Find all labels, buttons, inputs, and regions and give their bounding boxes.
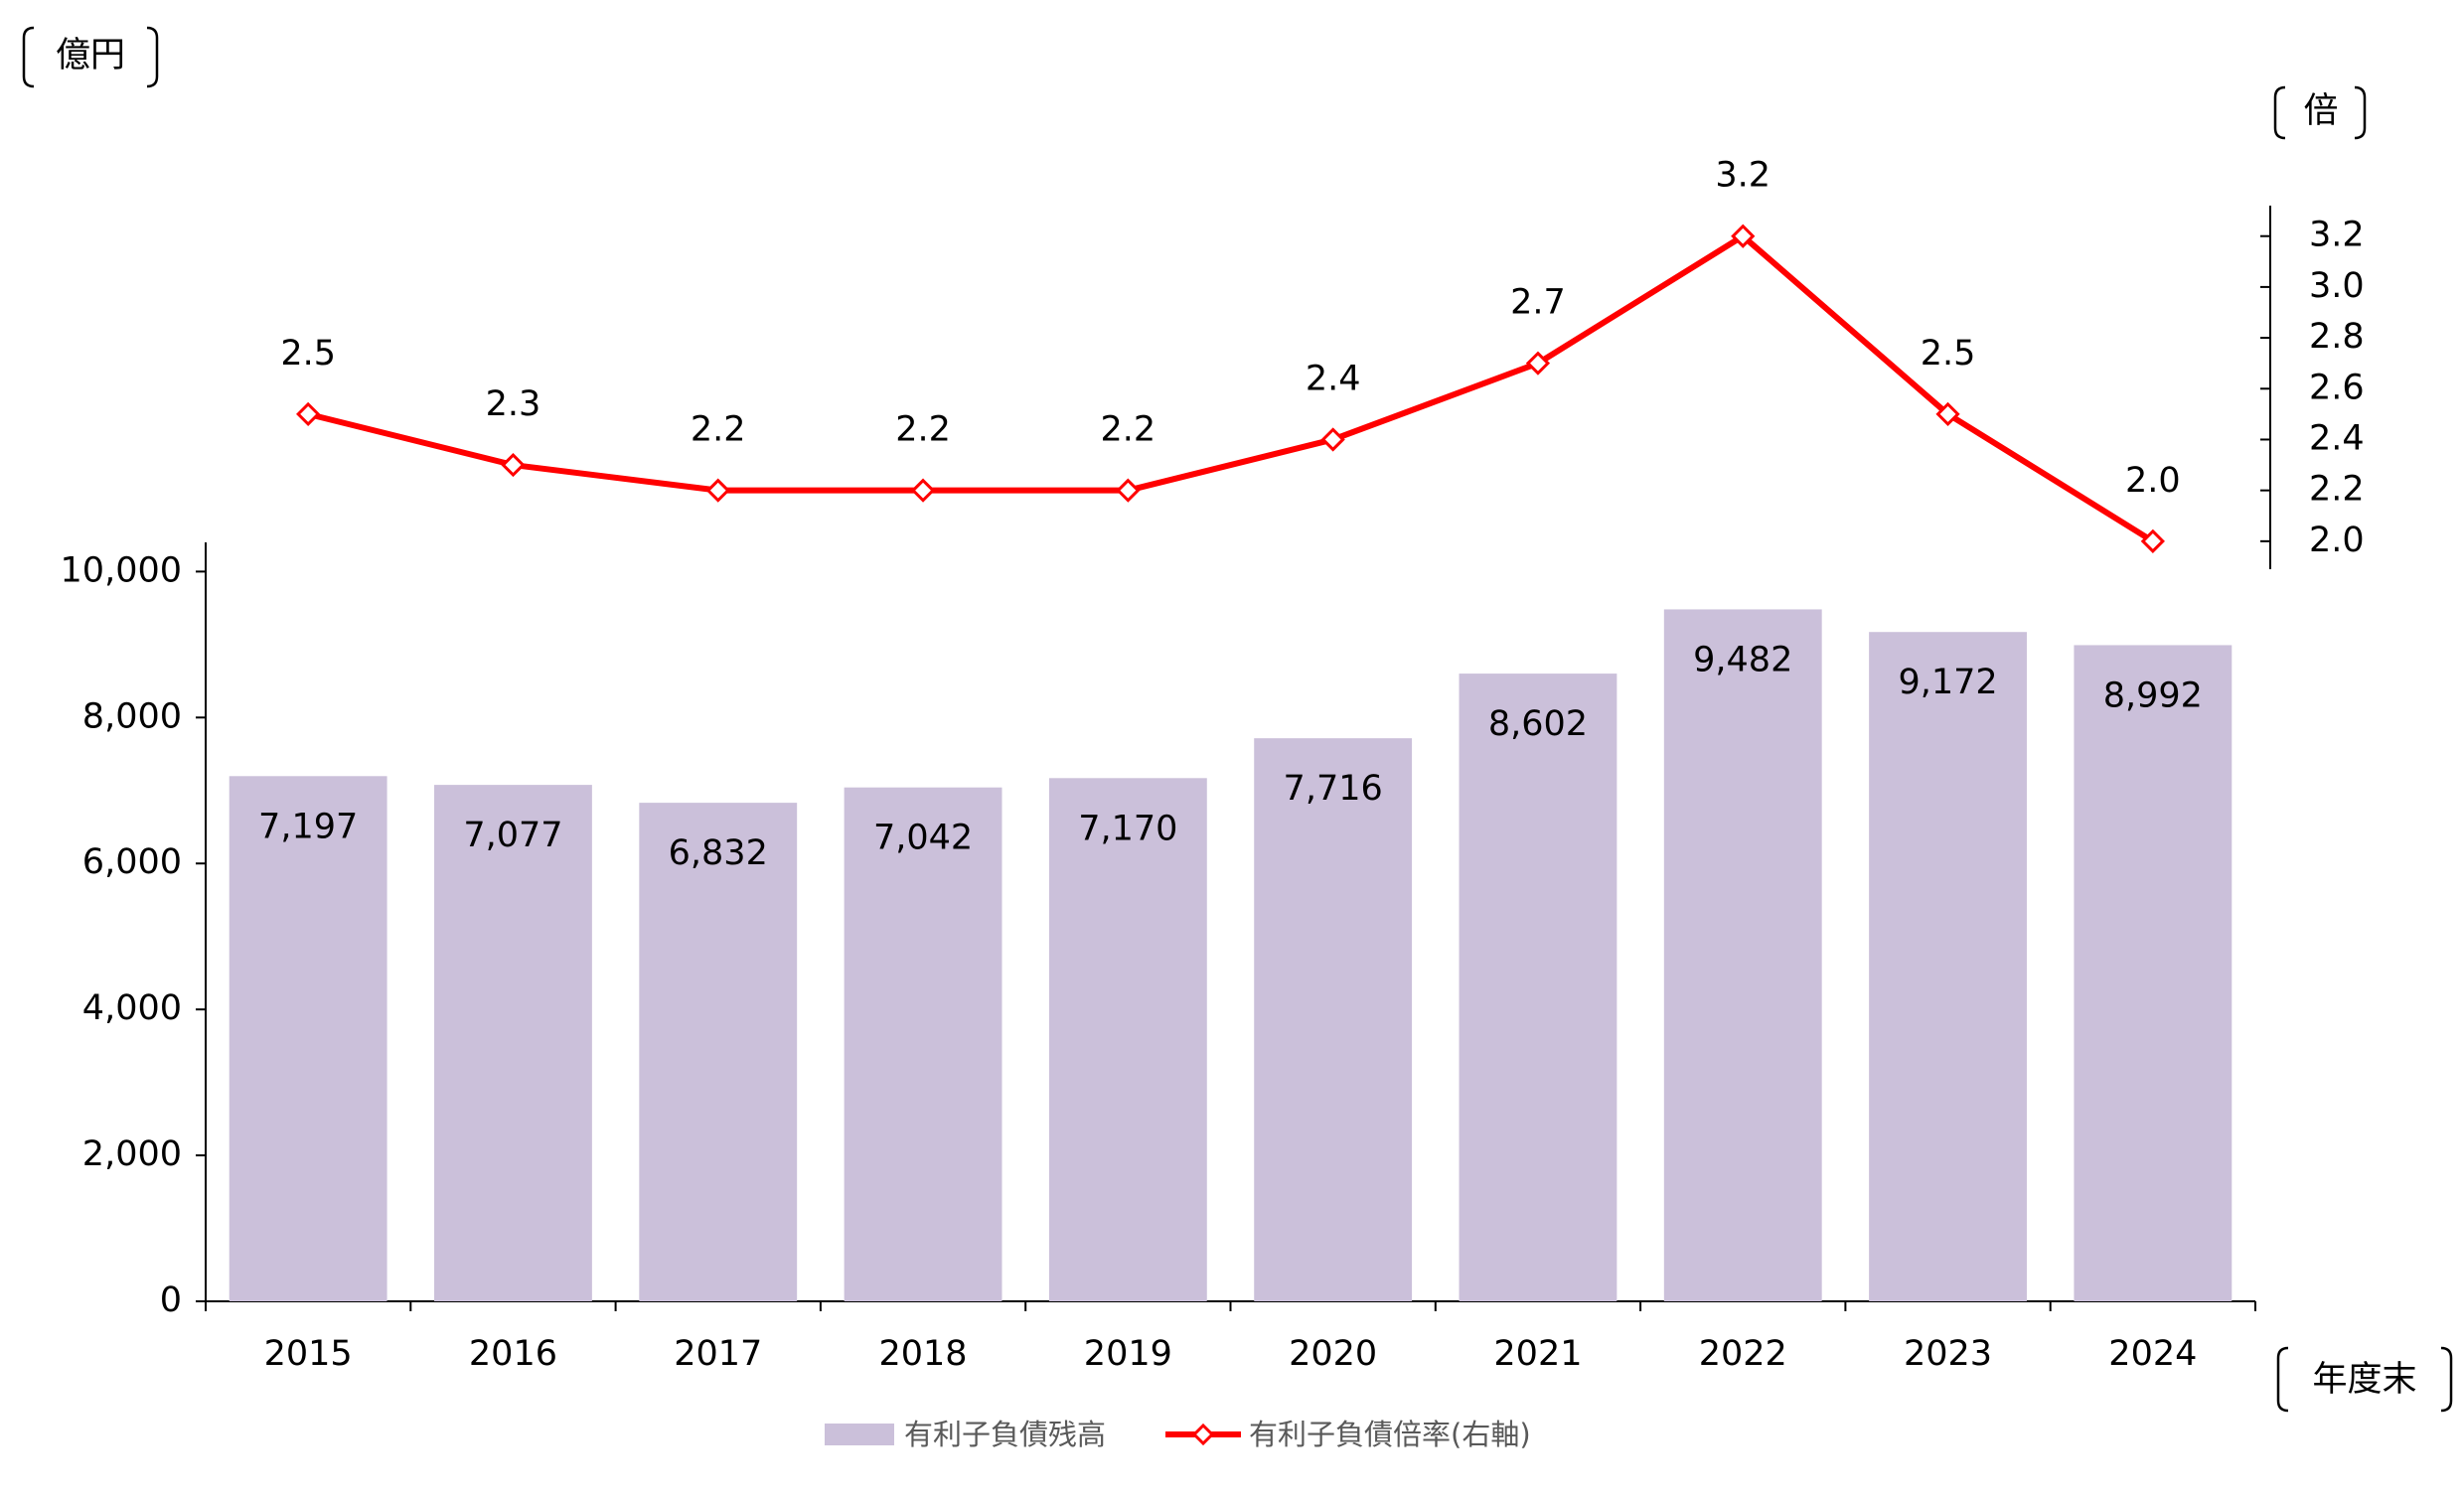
y2-tick-label: 2.6 [2309, 368, 2365, 407]
legend-marker [1191, 1423, 1215, 1446]
line-marker [1116, 478, 1141, 503]
line-value-label: 2.4 [1306, 359, 1361, 398]
line-value-label: 2.2 [691, 410, 746, 450]
x-tick-label: 2024 [2108, 1334, 2197, 1374]
x-tick-label: 2021 [1493, 1334, 1582, 1374]
line [307, 232, 2155, 544]
line-marker [1935, 401, 1960, 426]
x-tick-label: 2016 [469, 1334, 557, 1374]
y2-tick-label: 2.4 [2309, 418, 2365, 458]
bar [1254, 738, 1413, 1301]
line-marker [501, 452, 526, 478]
unit-bracket [2440, 1346, 2453, 1413]
line-value-label: 2.3 [486, 384, 541, 424]
line-marker [1731, 224, 1756, 248]
line-value-label: 2.5 [280, 334, 336, 374]
legend-label: 有利子負債残高 [904, 1418, 1106, 1451]
bar-value-label: 7,170 [1078, 809, 1177, 848]
line-marker [296, 401, 321, 426]
bar-value-label: 7,077 [463, 816, 562, 855]
unit-bracket [2273, 85, 2286, 140]
y2-tick-label: 2.2 [2309, 470, 2365, 510]
line-marker [1525, 351, 1551, 375]
bar [434, 785, 592, 1301]
bar-value-label: 9,172 [1898, 663, 1997, 702]
y-axis-label: 億円 [56, 36, 125, 75]
legend-swatch [825, 1424, 894, 1445]
y-tick-label: 8,000 [82, 696, 182, 736]
bar [1459, 674, 1617, 1301]
line-marker [2140, 528, 2165, 553]
y-tick-label: 0 [160, 1280, 182, 1320]
bar [639, 803, 798, 1301]
bar-value-label: 7,042 [873, 819, 973, 858]
bar [2074, 645, 2233, 1301]
line-marker [910, 478, 936, 503]
y-tick-label: 6,000 [82, 842, 182, 882]
bar-value-label: 8,992 [2103, 675, 2203, 715]
bar-value-label: 8,602 [1488, 704, 1588, 744]
bar [1663, 609, 1822, 1301]
legend-label: 有利子負債倍率(右軸) [1249, 1418, 1531, 1451]
y2-tick-label: 3.2 [2309, 216, 2365, 255]
x-tick-label: 2017 [674, 1334, 762, 1374]
bar-value-label: 9,482 [1693, 640, 1792, 679]
line-value-label: 2.2 [1101, 410, 1156, 450]
bar-value-label: 7,716 [1284, 769, 1383, 809]
bar-value-label: 6,832 [669, 833, 768, 873]
line-value-label: 2.5 [1921, 334, 1976, 374]
line-marker [1320, 427, 1345, 452]
x-tick-label: 2022 [1699, 1334, 1787, 1374]
y-tick-label: 4,000 [82, 988, 182, 1028]
bar [844, 787, 1002, 1301]
bar [1869, 632, 2027, 1301]
y2-tick-label: 2.0 [2309, 521, 2365, 560]
x-tick-label: 2015 [264, 1334, 353, 1374]
unit-bracket [2354, 85, 2367, 140]
line-value-label: 3.2 [1715, 156, 1771, 196]
x-tick-label: 2023 [1904, 1334, 1992, 1374]
line-value-label: 2.2 [895, 410, 951, 450]
bar-value-label: 7,197 [258, 807, 358, 846]
x-tick-label: 2019 [1084, 1334, 1172, 1374]
line-value-label: 2.7 [1510, 283, 1566, 323]
y-tick-label: 2,000 [82, 1134, 182, 1174]
y-tick-label: 10,000 [61, 550, 182, 590]
line-marker [705, 478, 730, 503]
x-axis-label: 年度末 [2312, 1360, 2416, 1400]
unit-bracket [22, 26, 35, 88]
unit-bracket [146, 26, 159, 88]
y2-tick-label: 2.8 [2309, 317, 2365, 357]
x-tick-label: 2018 [879, 1334, 968, 1374]
bar [1048, 778, 1207, 1301]
line-value-label: 2.0 [2125, 461, 2181, 501]
y2-axis-label: 倍 [2303, 91, 2338, 131]
bar [229, 776, 387, 1301]
x-tick-label: 2020 [1289, 1334, 1377, 1374]
unit-bracket [2276, 1346, 2289, 1413]
y2-tick-label: 3.0 [2309, 266, 2365, 306]
